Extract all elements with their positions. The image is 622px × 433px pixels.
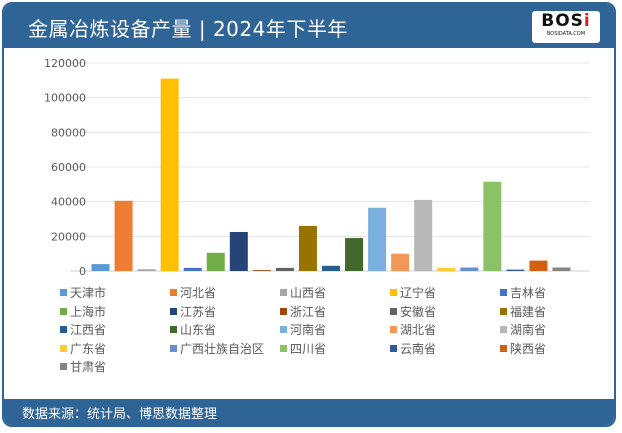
y-tick-label: 0 [79, 265, 86, 278]
legend-swatch [170, 307, 177, 315]
legend-label: 山东省 [180, 323, 217, 337]
legend-label: 天津市 [70, 286, 107, 300]
legend-swatch [280, 289, 287, 296]
legend-label: 广东省 [70, 341, 107, 356]
legend-swatch [280, 326, 287, 333]
y-tick-label: 120000 [44, 57, 86, 70]
legend-swatch [170, 344, 177, 352]
bar-上海市 [206, 252, 225, 271]
bar-湖北省 [391, 253, 410, 271]
legend-item: 安徽省 [390, 303, 436, 320]
y-tick-label: 100000 [44, 92, 86, 105]
legend-item: 辽宁省 [390, 284, 436, 301]
y-tick-label: 60000 [51, 161, 86, 174]
legend-item: 广西壮族自治区 [170, 340, 264, 357]
legend-swatch [500, 307, 507, 315]
legend-label: 浙江省 [290, 304, 327, 319]
legend-swatch [390, 326, 397, 333]
legend-item: 山西省 [280, 284, 326, 301]
legend-item: 河北省 [170, 284, 216, 301]
legend-label: 湖南省 [510, 323, 547, 337]
bar-四川省 [483, 181, 502, 271]
bar-江苏省 [229, 232, 248, 271]
y-tick-label: 20000 [51, 230, 86, 243]
legend-swatch [60, 289, 67, 296]
bar-安徽省 [275, 267, 294, 271]
bar-吉林省 [183, 267, 202, 271]
legend-label: 江西省 [70, 323, 107, 337]
legend-item: 天津市 [60, 284, 106, 301]
legend-item: 江西省 [60, 321, 106, 338]
y-tick-label: 80000 [51, 126, 86, 139]
legend-label: 河南省 [290, 323, 327, 337]
legend-label: 广西壮族自治区 [180, 341, 265, 356]
bar-广西壮族自治区 [460, 267, 479, 271]
legend-swatch [500, 326, 507, 333]
bar-河南省 [368, 207, 387, 271]
bar-河北省 [114, 200, 133, 271]
legend-item: 河南省 [280, 321, 326, 338]
legend-item: 吉林省 [500, 284, 546, 301]
legend-item: 上海市 [60, 303, 106, 320]
legend-label: 甘肃省 [70, 360, 107, 374]
legend-label: 四川省 [290, 341, 327, 356]
legend-swatch [390, 289, 397, 296]
legend-swatch [170, 289, 177, 296]
y-tick-label: 40000 [51, 196, 86, 209]
bar-湖南省 [414, 199, 433, 271]
legend-swatch [390, 344, 397, 352]
legend-swatch [390, 307, 397, 315]
legend-swatch [170, 326, 177, 333]
legend-item: 四川省 [280, 340, 326, 357]
bar-福建省 [298, 225, 317, 271]
bar-陕西省 [529, 260, 548, 271]
legend-swatch [60, 363, 67, 370]
legend-item: 云南省 [390, 340, 436, 357]
legend-label: 福建省 [510, 304, 547, 319]
bar-山东省 [345, 238, 364, 271]
bar-天津市 [91, 264, 110, 271]
bar-甘肃省 [552, 267, 571, 271]
legend-swatch [280, 307, 287, 315]
legend-item: 浙江省 [280, 303, 326, 320]
bar-江西省 [322, 265, 340, 271]
bar-辽宁省 [160, 78, 179, 271]
legend-swatch [60, 344, 67, 352]
legend-label: 辽宁省 [400, 286, 437, 300]
legend-swatch [500, 289, 507, 296]
bar-浙江省 [252, 270, 271, 271]
legend-swatch [60, 307, 67, 315]
legend-label: 湖北省 [400, 323, 437, 337]
legend-label: 云南省 [400, 341, 437, 356]
bar-广东省 [437, 267, 456, 271]
chart-title: 金属冶炼设备产量 | 2024年下半年 [28, 17, 348, 41]
legend-item: 广东省 [60, 340, 106, 357]
legend-label: 安徽省 [400, 304, 437, 319]
legend-item: 江苏省 [170, 303, 216, 320]
legend-label: 山西省 [290, 286, 327, 300]
legend-item: 陕西省 [500, 340, 546, 357]
bar-云南省 [506, 269, 525, 271]
legend-swatch [60, 326, 67, 333]
legend-item: 甘肃省 [60, 358, 106, 375]
legend-label: 江苏省 [180, 304, 217, 319]
legend-swatch [280, 344, 287, 352]
legend-item: 山东省 [170, 321, 216, 338]
bosi-logo: BOSi BOSIDATA.COM [532, 11, 600, 43]
legend-label: 陕西省 [510, 341, 547, 356]
footer-bar: 数据来源：统计局、博思数据整理 [4, 399, 614, 425]
bar-山西省 [137, 269, 156, 271]
chart-frame: 金属冶炼设备产量 | 2024年下半年 BOSi BOSIDATA.COM 数据… [2, 2, 616, 427]
data-source: 数据来源：统计局、博思数据整理 [22, 407, 218, 422]
legend-item: 湖北省 [390, 321, 436, 338]
legend-item: 湖南省 [500, 321, 546, 338]
legend-label: 河北省 [180, 286, 217, 300]
legend-label: 上海市 [70, 304, 107, 319]
header-bar: 金属冶炼设备产量 | 2024年下半年 BOSi BOSIDATA.COM [4, 4, 614, 48]
legend-label: 吉林省 [510, 286, 547, 300]
legend-item: 福建省 [500, 303, 546, 320]
legend-swatch [500, 344, 507, 352]
